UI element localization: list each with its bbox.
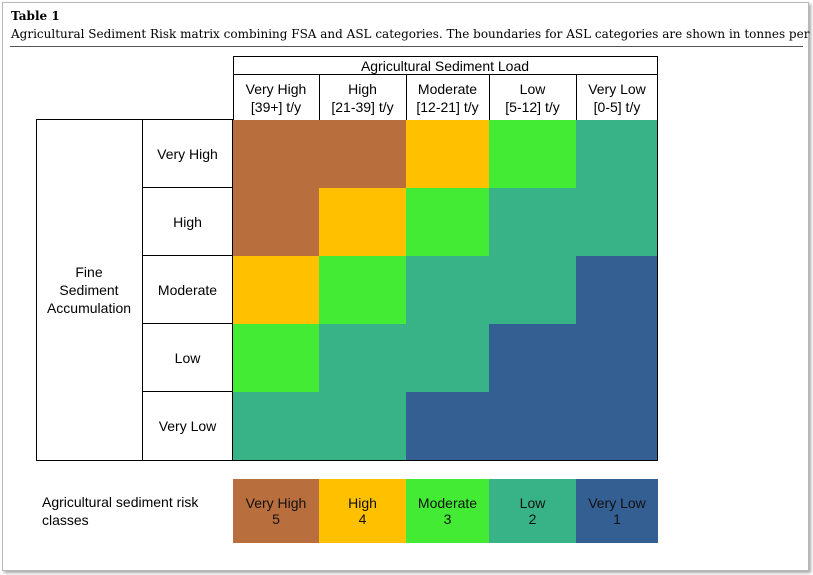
asl-col-4-name: Low — [519, 81, 546, 97]
asl-col-2-name: High — [348, 81, 377, 97]
asl-col-3-range: [12-21] t/y — [416, 99, 479, 115]
grid-line — [319, 74, 320, 120]
fsa-row-line — [142, 391, 233, 392]
matrix-cell — [233, 324, 319, 392]
fsa-header-line-2: Sediment — [59, 282, 119, 298]
matrix-cell — [406, 392, 489, 461]
fsa-row-1-label: Very High — [157, 146, 218, 162]
risk-matrix — [233, 120, 658, 461]
matrix-cell — [406, 324, 489, 392]
legend-class-name: Moderate — [417, 495, 478, 511]
asl-col-3-name: Moderate — [417, 81, 478, 97]
fsa-row-line — [142, 255, 233, 256]
legend-class-value: 1 — [613, 511, 621, 527]
matrix-cell — [233, 120, 319, 188]
asl-col-2-range: [21-39] t/y — [331, 99, 394, 115]
legend-class-4: High 4 — [319, 479, 406, 543]
matrix-cell — [319, 188, 406, 256]
asl-col-4: Low [5-12] t/y — [489, 80, 576, 116]
legend-label-line-1: Agricultural sediment risk — [42, 494, 199, 510]
matrix-cell — [489, 324, 576, 392]
matrix-left-border — [232, 119, 233, 461]
legend-class-value: 5 — [272, 511, 280, 527]
asl-col-2: High [21-39] t/y — [319, 80, 406, 116]
asl-col-5-range: [0-5] t/y — [593, 99, 641, 115]
matrix-cell — [406, 120, 489, 188]
asl-col-1: Very High [39+] t/y — [233, 80, 319, 116]
legend-class-name: Very Low — [588, 495, 646, 511]
fsa-top-line — [36, 119, 233, 120]
table-label: Table 1 — [11, 9, 60, 23]
legend-class-name: Very High — [245, 495, 307, 511]
risk-class-legend: Very High 5 High 4 Moderate 3 Low 2 Very Low 1 — [233, 479, 658, 543]
legend-class-5: Very High 5 — [233, 479, 319, 543]
matrix-cell — [576, 256, 658, 324]
grid-line — [406, 74, 407, 120]
caption-rule — [10, 46, 803, 47]
legend-class-2: Low 2 — [489, 479, 576, 543]
fsa-row-line — [142, 187, 233, 188]
fsa-header-line-1: Fine — [75, 264, 103, 280]
table-caption: Agricultural Sediment Risk matrix combin… — [11, 27, 813, 41]
matrix-cell — [319, 256, 406, 324]
legend-class-name: Low — [519, 495, 546, 511]
matrix-cell — [406, 256, 489, 324]
fsa-header: Fine Sediment Accumulation — [36, 263, 142, 317]
matrix-cell — [576, 392, 658, 461]
matrix-cell — [406, 188, 489, 256]
fsa-row-3-label: Moderate — [157, 282, 218, 298]
matrix-cell — [319, 324, 406, 392]
legend-class-value: 3 — [443, 511, 452, 527]
fsa-bottom-line — [36, 460, 233, 461]
legend-class-value: 4 — [358, 511, 367, 527]
asl-col-1-range: [39+] t/y — [250, 99, 302, 115]
matrix-cell — [319, 392, 406, 461]
matrix-cell — [233, 188, 319, 256]
asl-col-4-range: [5-12] t/y — [505, 99, 560, 115]
fsa-left-line — [36, 119, 37, 461]
asl-col-5-name: Very Low — [588, 81, 646, 97]
asl-header-top-line — [233, 56, 658, 57]
grid-line — [576, 74, 577, 120]
fsa-row-line — [142, 323, 233, 324]
grid-line — [657, 56, 658, 120]
matrix-cell — [489, 188, 576, 256]
matrix-cell — [489, 392, 576, 461]
matrix-cell — [319, 120, 406, 188]
legend-label-line-2: classes — [42, 512, 89, 528]
matrix-right-border — [657, 119, 658, 461]
matrix-cell — [233, 392, 319, 461]
fsa-divider-line — [142, 119, 143, 461]
legend-class-1: Very Low 1 — [576, 479, 658, 543]
asl-col-5: Very Low [0-5] t/y — [576, 80, 658, 116]
matrix-cell — [576, 188, 658, 256]
fsa-row-2-label: High — [173, 214, 202, 230]
fsa-header-line-3: Accumulation — [46, 300, 132, 316]
grid-line — [233, 56, 234, 120]
legend-class-name: High — [348, 495, 377, 511]
legend-class-value: 2 — [528, 511, 537, 527]
matrix-cell — [489, 120, 576, 188]
asl-header: Agricultural Sediment Load — [360, 58, 530, 74]
matrix-cell — [576, 120, 658, 188]
asl-col-1-name: Very High — [245, 81, 307, 97]
asl-col-3: Moderate [12-21] t/y — [406, 80, 489, 116]
fsa-row-4-label: Low — [174, 350, 201, 366]
legend-label: Agricultural sediment risk classes — [42, 493, 222, 529]
matrix-cell — [576, 324, 658, 392]
matrix-cell — [233, 256, 319, 324]
legend-class-3: Moderate 3 — [406, 479, 489, 543]
matrix-bottom-border — [232, 460, 658, 461]
fsa-row-5-label: Very Low — [158, 418, 217, 434]
matrix-cell — [489, 256, 576, 324]
grid-line — [489, 74, 490, 120]
asl-header-bottom-line — [233, 74, 658, 75]
